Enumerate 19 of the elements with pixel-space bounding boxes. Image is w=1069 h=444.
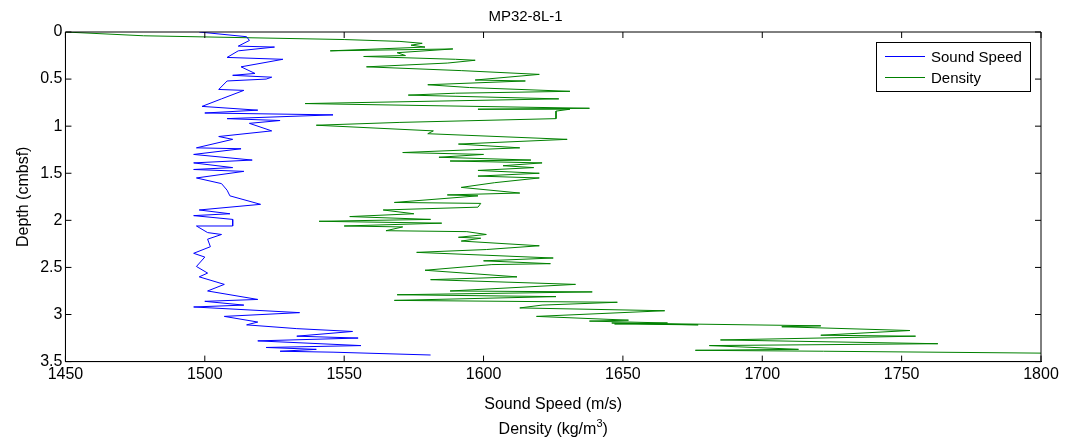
y-axis-title: Depth (cmbsf) <box>14 146 32 248</box>
y-tick-label: 1 <box>53 116 63 134</box>
x-tick-label: 1800 <box>1023 364 1059 382</box>
x-tick-label: 1550 <box>326 364 363 382</box>
x-tick-label: 1750 <box>883 364 920 382</box>
y-tick-label: 0 <box>53 22 63 40</box>
legend-label: Sound Speed <box>931 47 1022 67</box>
y-tick-label: 3 <box>53 304 63 322</box>
y-tick-label: 2.5 <box>40 257 63 275</box>
x-tick-label: 1500 <box>187 364 223 382</box>
chart-title: MP32-8L-1 <box>488 7 563 25</box>
x-tick-label: 1650 <box>605 364 641 382</box>
legend-label: Density <box>931 68 982 88</box>
x-tick-label: 1700 <box>744 364 781 382</box>
y-tick-label: 2 <box>53 210 63 228</box>
y-tick-label: 1.5 <box>40 163 63 181</box>
x-tick-label: 1600 <box>465 364 502 382</box>
x-axis-title: Sound Speed (m/s) <box>484 394 623 412</box>
y-tick-label: 0.5 <box>40 69 63 87</box>
